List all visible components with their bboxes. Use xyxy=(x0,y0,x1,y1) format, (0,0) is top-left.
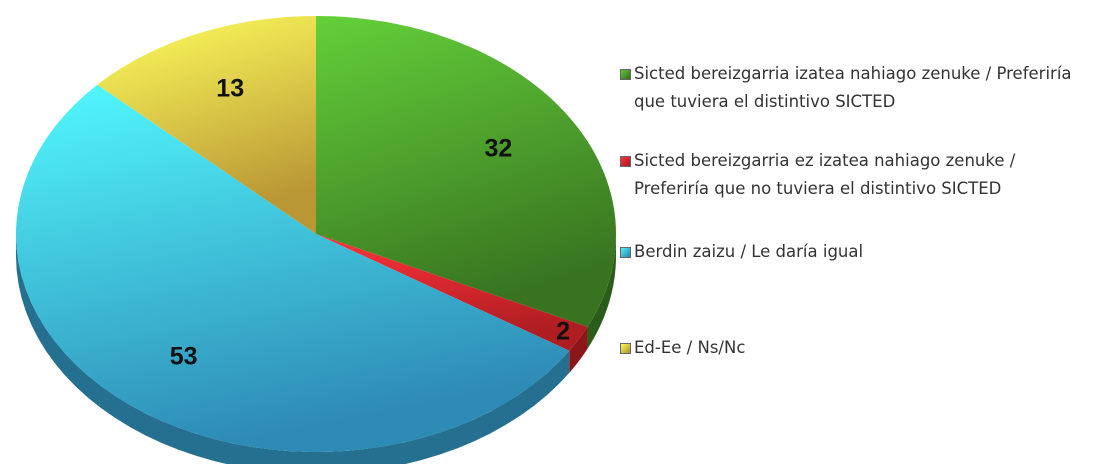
slice xyxy=(97,16,316,234)
slice-side xyxy=(569,326,588,373)
legend-item: Berdin zaizu / Le daría igual xyxy=(620,238,1090,266)
legend-label: Sicted bereizgarria ez izatea nahiago ze… xyxy=(634,151,1016,198)
legend-item: Sicted bereizgarria ez izatea nahiago ze… xyxy=(620,147,1090,203)
legend-label: Berdin zaizu / Le daría igual xyxy=(634,242,864,261)
data-label: 2 xyxy=(556,317,570,345)
slice-side xyxy=(587,234,616,349)
legend-swatch xyxy=(620,156,631,167)
slice xyxy=(316,234,588,351)
legend-item: Ed-Ee / Ns/Nc xyxy=(620,334,1090,362)
legend-item: Sicted bereizgarria izatea nahiago zenuk… xyxy=(620,60,1090,116)
data-label: 53 xyxy=(170,343,198,371)
legend-label: Ed-Ee / Ns/Nc xyxy=(634,338,746,357)
data-label: 13 xyxy=(216,75,244,103)
legend-swatch xyxy=(620,343,631,354)
slice xyxy=(316,16,616,327)
slice xyxy=(15,84,570,453)
legend-swatch xyxy=(620,69,631,80)
legend-label: Sicted bereizgarria izatea nahiago zenuk… xyxy=(634,64,1072,111)
legend-swatch xyxy=(620,247,631,258)
data-label: 32 xyxy=(484,135,512,163)
